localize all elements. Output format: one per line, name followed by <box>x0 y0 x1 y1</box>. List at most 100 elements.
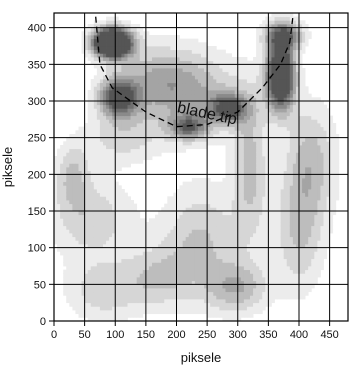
contour-cell <box>250 104 254 109</box>
contour-cell <box>194 280 199 285</box>
contour-cell <box>161 60 165 65</box>
contour-cell <box>250 82 254 87</box>
contour-cell <box>121 108 125 113</box>
contour-cell <box>109 86 113 91</box>
contour-cell <box>216 112 220 117</box>
contour-cell <box>253 130 257 135</box>
contour-cell <box>106 141 110 146</box>
contour-cell <box>262 269 266 274</box>
contour-cell <box>81 181 86 186</box>
contour-cell <box>173 284 177 289</box>
contour-cell <box>136 152 141 157</box>
contour-cell <box>228 60 233 65</box>
contour-cell <box>96 200 101 205</box>
contour-cell <box>133 93 138 98</box>
contour-cell <box>103 159 107 164</box>
contour-cell <box>274 214 278 219</box>
contour-cell <box>277 145 282 150</box>
contour-cell <box>155 284 159 289</box>
contour-cell <box>188 181 193 186</box>
contour-cell <box>265 200 269 205</box>
contour-cell <box>188 229 193 234</box>
contour-cell <box>96 225 101 230</box>
contour-cell <box>164 137 168 142</box>
contour-cell <box>210 68 214 73</box>
contour-cell <box>201 49 205 54</box>
contour-cell <box>262 152 266 157</box>
contour-cell <box>253 64 257 69</box>
contour-cell <box>256 148 260 153</box>
contour-cell <box>127 277 131 282</box>
contour-cell <box>158 126 162 131</box>
contour-cell <box>164 203 168 208</box>
contour-cell <box>274 207 278 212</box>
contour-cell <box>268 126 272 131</box>
contour-cell <box>176 269 180 274</box>
contour-cell <box>243 141 248 146</box>
contour-cell <box>259 75 263 80</box>
contour-cell <box>103 134 107 139</box>
contour-cell <box>231 178 236 183</box>
contour-cell <box>124 60 128 65</box>
contour-cell <box>225 60 229 65</box>
contour-cell <box>127 112 131 117</box>
contour-cell <box>225 185 229 190</box>
contour-cell <box>99 104 104 109</box>
contour-cell <box>115 126 119 131</box>
contour-cell <box>277 71 282 76</box>
contour-cell <box>234 134 239 139</box>
contour-cell <box>268 90 272 95</box>
contour-cell <box>219 251 223 256</box>
contour-cell <box>161 269 165 274</box>
contour-cell <box>176 251 180 256</box>
contour-cell <box>142 145 147 150</box>
contour-cell <box>103 82 107 87</box>
contour-cell <box>164 266 168 271</box>
contour-cell <box>225 97 229 102</box>
contour-cell <box>99 236 104 241</box>
contour-cell <box>90 299 95 304</box>
contour-cell <box>176 115 180 120</box>
contour-cell <box>197 240 202 245</box>
contour-cell <box>133 130 138 135</box>
contour-cell <box>268 148 272 153</box>
contour-cell <box>182 269 187 274</box>
contour-cell <box>197 291 202 296</box>
contour-cell <box>280 82 285 87</box>
contour-cell <box>188 218 193 223</box>
contour-cell <box>87 313 92 318</box>
contour-cell <box>280 277 285 282</box>
contour-cell <box>121 306 125 311</box>
contour-cell <box>188 203 193 208</box>
contour-cell <box>262 79 266 84</box>
contour-cell <box>170 119 174 124</box>
contour-cell <box>173 229 177 234</box>
contour-cell <box>277 185 282 190</box>
contour-cell <box>87 284 92 289</box>
contour-cell <box>219 112 223 117</box>
contour-cell <box>274 38 278 43</box>
contour-cell <box>164 64 168 69</box>
contour-cell <box>145 229 150 234</box>
contour-cell <box>188 93 193 98</box>
contour-cell <box>167 126 171 131</box>
contour-cell <box>93 79 98 84</box>
contour-cell <box>164 273 168 278</box>
contour-cell <box>87 137 92 142</box>
contour-cell <box>133 145 138 150</box>
contour-cell <box>148 119 153 124</box>
contour-cell <box>176 86 180 91</box>
contour-cell <box>274 159 278 164</box>
contour-cell <box>225 203 229 208</box>
contour-cell <box>60 222 64 227</box>
contour-cell <box>265 112 269 117</box>
contour-cell <box>167 148 171 153</box>
contour-cell <box>170 214 174 219</box>
contour-cell <box>78 214 82 219</box>
contour-cell <box>277 181 282 186</box>
contour-cell <box>259 284 263 289</box>
contour-cell <box>167 229 171 234</box>
contour-cell <box>262 112 266 117</box>
contour-cell <box>225 200 229 205</box>
contour-cell <box>265 240 269 245</box>
